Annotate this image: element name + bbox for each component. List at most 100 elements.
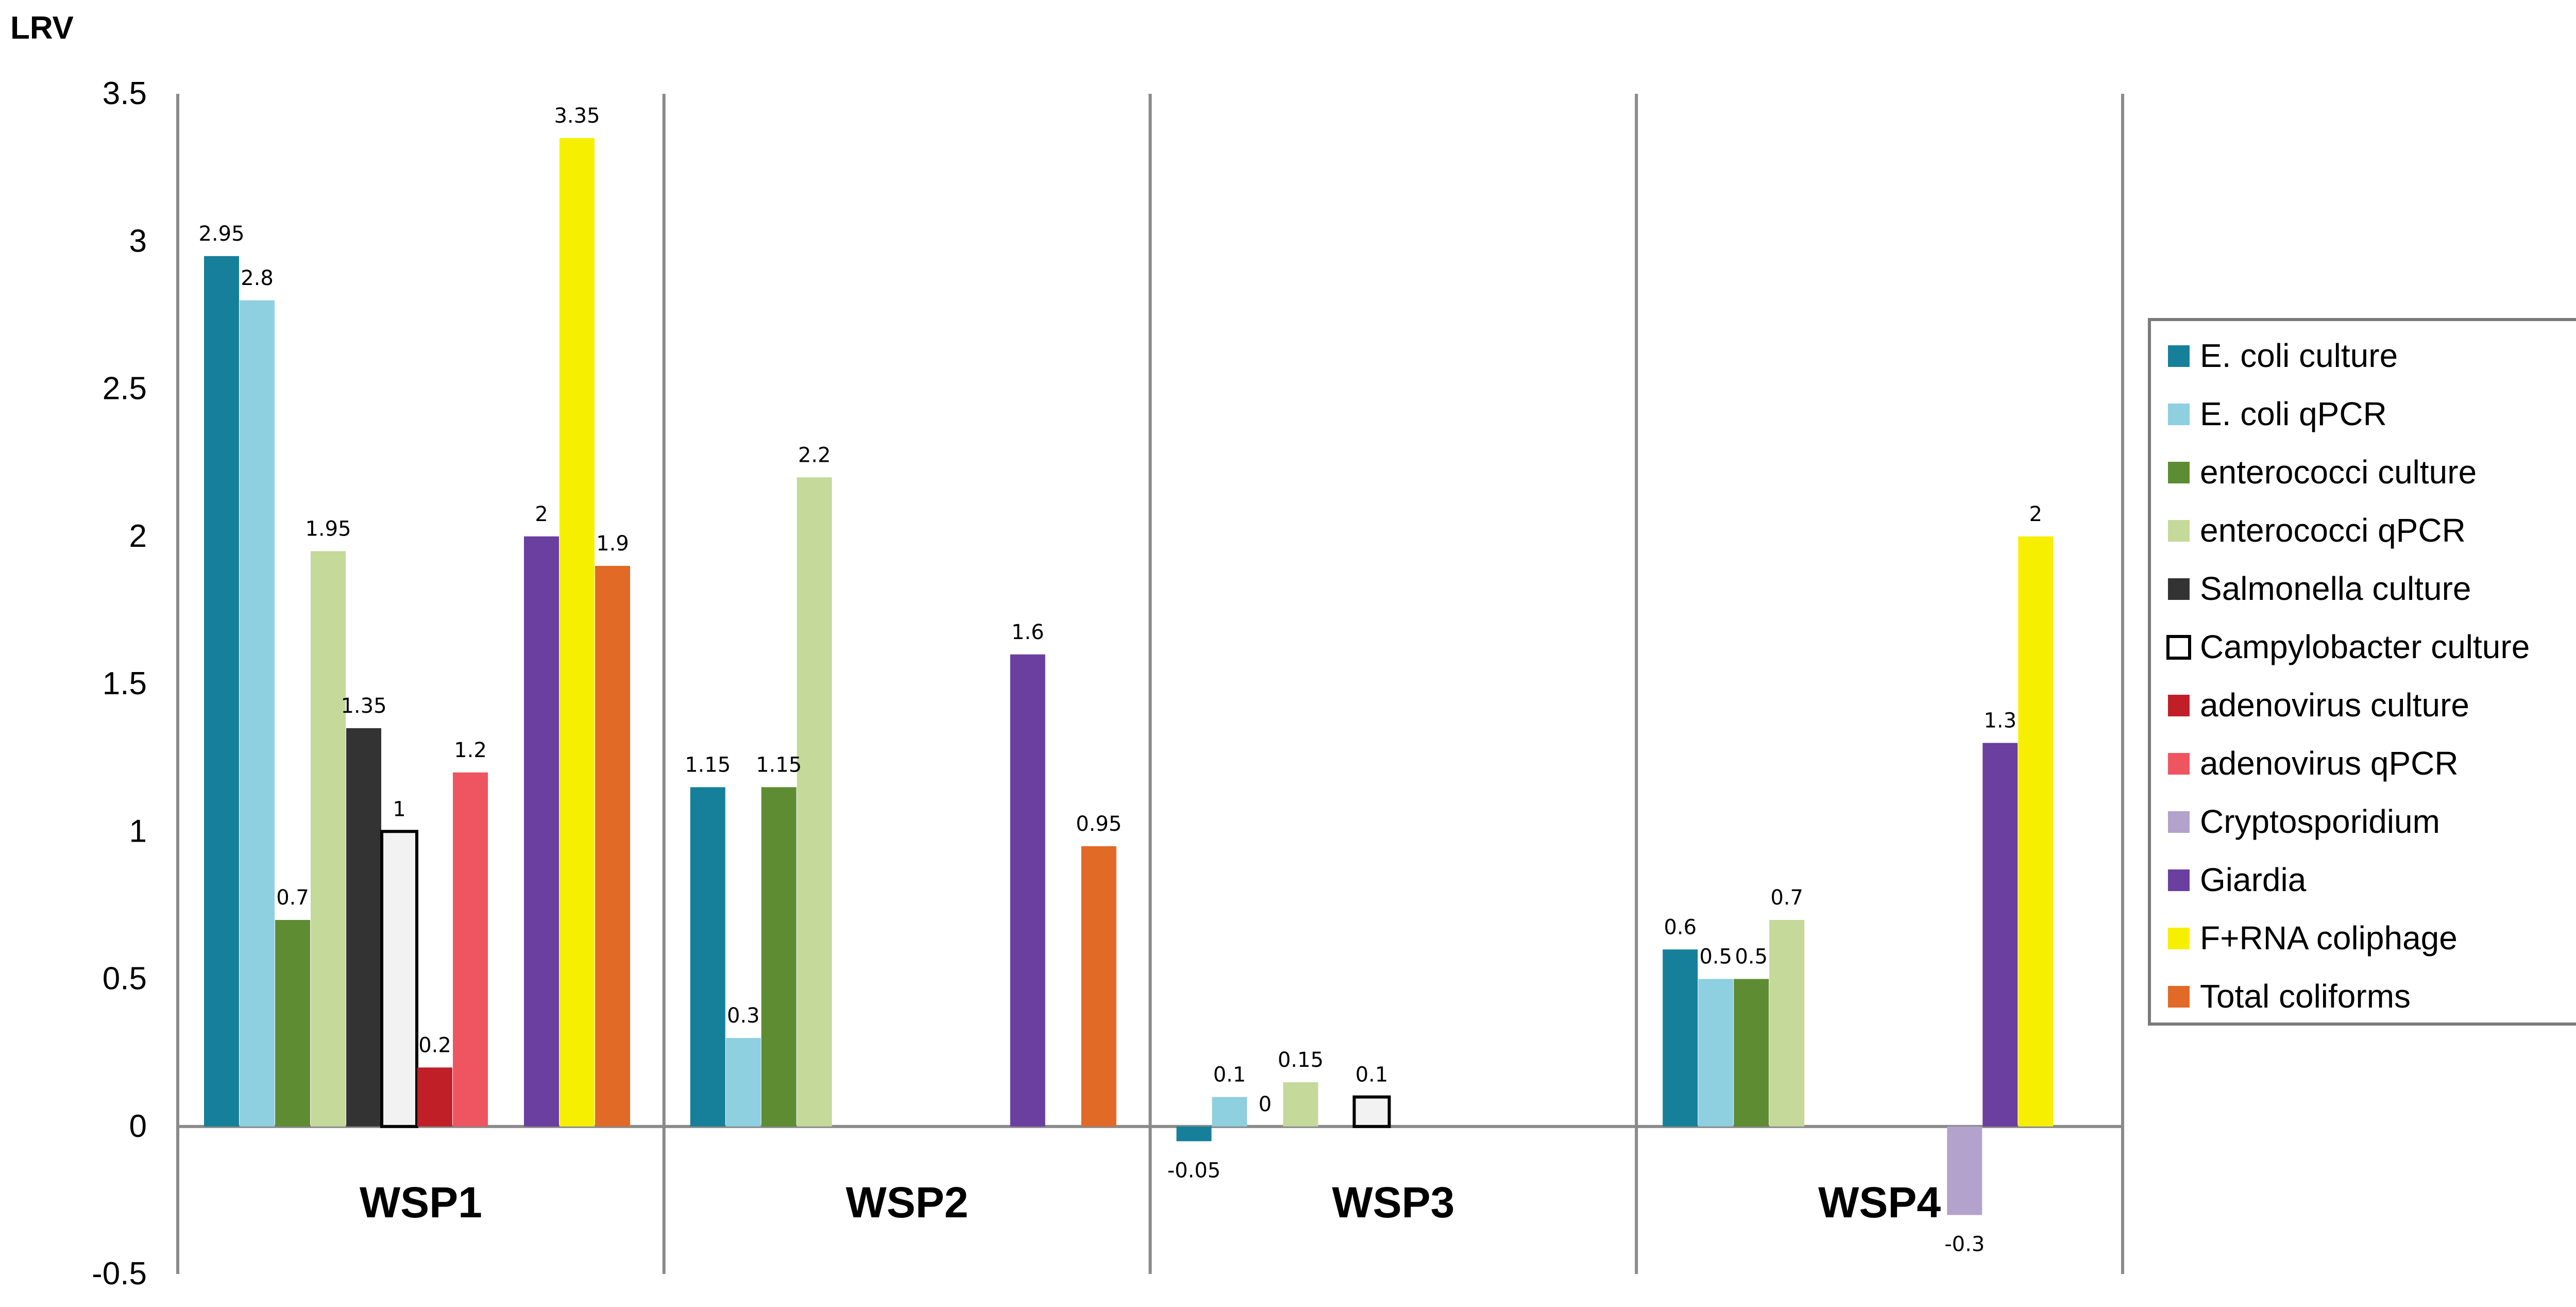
legend-swatch [2168,695,2190,716]
data-label: 2 [535,502,548,526]
data-label: 1.9 [596,532,629,556]
category-label: WSP3 [1332,1178,1454,1227]
bar [725,1038,761,1127]
bar [1982,743,2018,1127]
data-label: 3.35 [554,104,600,128]
legend-swatch [2168,811,2190,833]
data-label: 0.7 [276,886,309,910]
data-label: 0.95 [1076,812,1122,836]
legend-entry-label: E. coli culture [2200,337,2398,374]
data-label: 0.6 [1664,915,1697,939]
bar [204,256,239,1127]
y-tick-label: 3.5 [103,76,147,111]
bars [204,138,2054,1215]
data-labels: 2.95 2.8 0.7 1.95 1.35 1 0.2 1.2 2 3.35 1.9 1.15 0.3… [198,104,2042,1256]
bar [1283,1082,1318,1127]
legend-entry-label: Campylobacter culture [2200,628,2530,665]
legend-swatch [2168,404,2190,425]
y-tick-label: 0 [129,1109,147,1144]
bar [417,1067,452,1127]
legend-entry-label: adenovirus culture [2200,686,2469,724]
y-tick-label: 0.5 [103,961,147,997]
bar [1010,654,1045,1127]
legend-swatch [2168,345,2190,367]
legend-swatch [2168,462,2190,483]
legend-entry-label: Giardia [2200,861,2307,898]
data-label: 1.15 [756,753,802,777]
bar [560,138,595,1127]
legend-entry-label: Total coliforms [2200,978,2411,1015]
y-tick-label: 2.5 [103,371,147,407]
legend-entry-label: Cryptosporidium [2200,803,2440,840]
data-label: -0.05 [1167,1159,1221,1182]
legend-entry-label: adenovirus qPCR [2200,745,2459,782]
bar [1734,979,1769,1127]
data-label: 1 [393,797,405,821]
data-label: 0.1 [1355,1063,1388,1087]
data-label: 0.7 [1770,886,1803,910]
data-label: 0.5 [1699,945,1732,969]
bar [595,566,630,1127]
legend-swatch [2168,869,2190,891]
bar [240,300,275,1127]
bar [796,477,832,1127]
category-labels: WSP1 WSP2 WSP3 WSP4 [360,1178,1941,1227]
data-label: 2 [2029,502,2042,526]
bar [1663,949,1698,1127]
data-label: 0.3 [727,1004,760,1028]
bar [346,728,381,1127]
data-label: 1.2 [454,739,487,762]
legend-frame [2148,318,2576,1026]
legend-entry-label: F+RNA coliphage [2200,919,2458,957]
data-label: 2.8 [241,266,274,290]
data-label: 2.95 [198,222,244,246]
bar [453,772,488,1127]
bar [311,551,346,1127]
bar [275,920,310,1127]
data-label: 0.5 [1735,945,1768,969]
y-tick-labels: 3.5 3 2.5 2 1.5 1 0.5 0 -0.5 [92,76,147,1292]
legend-entry-label: enterococci culture [2200,454,2477,491]
legend-swatch [2168,520,2190,542]
bar [1176,1126,1212,1142]
data-label: 0.1 [1213,1063,1246,1087]
legend-swatch [2166,635,2191,660]
bar [690,787,725,1127]
bar [1947,1126,1982,1215]
data-label: 1.3 [1984,709,2016,733]
bar [1352,1095,1391,1128]
category-label: WSP4 [1818,1178,1941,1227]
data-label: 1.35 [341,694,386,718]
y-tick-label: 2 [129,518,147,554]
legend-swatch [2168,986,2190,1008]
data-label: 1.95 [305,517,351,541]
legend-entry-label: Salmonella culture [2200,570,2471,607]
y-tick-label: 3 [129,223,147,259]
y-tick-label: -0.5 [92,1256,147,1292]
bar [2018,536,2054,1127]
legend-swatch [2168,753,2190,775]
y-tick-label: 1 [129,813,147,849]
data-label: 1.6 [1011,621,1044,644]
data-label: 0 [1259,1093,1272,1116]
bar [1212,1097,1247,1127]
y-axis-title: LRV [10,10,74,46]
data-label: 1.15 [685,753,731,777]
category-label: WSP1 [360,1178,482,1227]
legend-swatch [2168,578,2190,600]
bar [524,536,559,1127]
legend-entry-label: enterococci qPCR [2200,512,2466,549]
bar [761,787,796,1127]
bar [380,830,418,1128]
data-label: -0.3 [1944,1233,1985,1256]
data-label: 0.2 [418,1033,451,1057]
data-label: 2.2 [798,443,831,467]
y-tick-label: 1.5 [103,666,147,701]
bar [1698,979,1734,1127]
category-label: WSP2 [846,1178,969,1227]
bar [1081,846,1116,1127]
legend-swatch [2168,928,2190,949]
legend: E. coli culture E. coli qPCR enterococci c… [2148,318,2576,1026]
legend-entry-label: E. coli qPCR [2200,395,2387,432]
